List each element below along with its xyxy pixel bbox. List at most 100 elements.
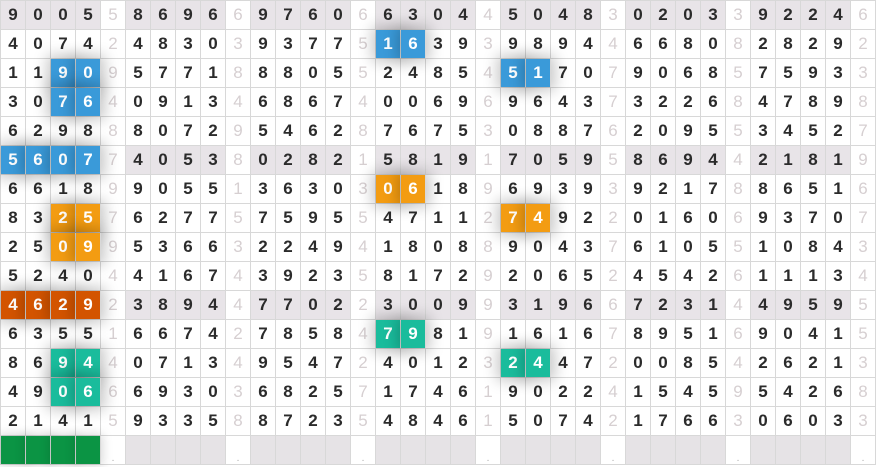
digit-cell: 1 (451, 204, 476, 232)
separator-digit-cell: 8 (226, 59, 251, 87)
digit-cell: 8 (526, 117, 551, 145)
footer-separator-cell: . (601, 436, 626, 464)
separator-digit-cell: 8 (101, 117, 126, 145)
separator-digit-cell: 3 (726, 1, 751, 29)
digit-cell: 3 (626, 88, 651, 116)
digit-cell: 2 (801, 378, 826, 406)
empty-cell (426, 436, 451, 464)
digit-cell: 7 (251, 204, 276, 232)
digit-cell: 6 (451, 407, 476, 435)
digit-cell: 6 (701, 407, 726, 435)
digit-cell: 5 (326, 204, 351, 232)
digit-cell: 6 (676, 204, 701, 232)
separator-digit-cell: 1 (476, 146, 501, 174)
digit-cell: 0 (301, 59, 326, 87)
digit-cell: 2 (301, 407, 326, 435)
separator-digit-cell: 1 (476, 407, 501, 435)
digit-cell: 1 (751, 233, 776, 261)
digit-cell: 3 (26, 320, 51, 348)
separator-digit-cell: 3 (601, 175, 626, 203)
digit-cell: 0 (426, 1, 451, 29)
digit-cell: 5 (1, 262, 26, 290)
digit-cell: 0 (676, 1, 701, 29)
digit-cell: 9 (326, 233, 351, 261)
digit-cell: 8 (276, 88, 301, 116)
digit-cell: 6 (26, 349, 51, 377)
digit-cell: 9 (151, 88, 176, 116)
highlighted-digit-cell: 7 (376, 320, 401, 348)
digit-cell: 0 (151, 146, 176, 174)
separator-digit-cell: 3 (726, 407, 751, 435)
empty-cell (751, 436, 776, 464)
empty-cell (801, 436, 826, 464)
separator-digit-cell: 3 (226, 30, 251, 58)
digit-cell: 0 (151, 175, 176, 203)
digit-cell: 7 (276, 1, 301, 29)
separator-digit-cell: 3 (851, 407, 876, 435)
separator-digit-cell: 5 (351, 204, 376, 232)
separator-digit-cell: 6 (351, 1, 376, 29)
digit-cell: 6 (176, 233, 201, 261)
separator-digit-cell: 2 (476, 204, 501, 232)
digit-cell: 8 (451, 175, 476, 203)
highlighted-digit-cell: 6 (76, 88, 101, 116)
digit-cell: 6 (626, 30, 651, 58)
digit-cell: 9 (126, 175, 151, 203)
digit-cell: 1 (426, 349, 451, 377)
digit-cell: 6 (301, 1, 326, 29)
digit-cell: 3 (176, 407, 201, 435)
digit-cell: 6 (376, 1, 401, 29)
empty-cell (776, 436, 801, 464)
highlighted-digit-cell: 6 (26, 291, 51, 319)
digit-cell: 1 (526, 291, 551, 319)
digit-cell: 5 (201, 407, 226, 435)
highlighted-digit-cell: 0 (376, 175, 401, 203)
digit-cell: 2 (651, 1, 676, 29)
digit-cell: 2 (376, 59, 401, 87)
digit-cell: 0 (776, 233, 801, 261)
digit-cell: 0 (201, 378, 226, 406)
digit-cell: 7 (176, 117, 201, 145)
separator-digit-cell: 8 (726, 175, 751, 203)
digit-cell: 7 (326, 349, 351, 377)
digit-cell: 3 (501, 291, 526, 319)
digit-cell: 4 (551, 88, 576, 116)
separator-digit-cell: 5 (226, 204, 251, 232)
separator-digit-cell: 2 (226, 320, 251, 348)
separator-digit-cell: 8 (851, 378, 876, 406)
digit-cell: 5 (576, 262, 601, 290)
digit-cell: 1 (426, 146, 451, 174)
digit-cell: 9 (826, 30, 851, 58)
digit-cell: 4 (776, 117, 801, 145)
digit-cell: 4 (826, 1, 851, 29)
digit-cell: 8 (251, 407, 276, 435)
separator-digit-cell: 4 (476, 59, 501, 87)
digit-cell: 2 (576, 204, 601, 232)
digit-cell: 7 (301, 30, 326, 58)
digit-cell: 3 (251, 175, 276, 203)
digit-cell: 2 (451, 349, 476, 377)
digit-cell: 9 (451, 30, 476, 58)
digit-cell: 9 (176, 291, 201, 319)
separator-digit-cell: 2 (101, 30, 126, 58)
digit-cell: 4 (276, 117, 301, 145)
digit-cell: 2 (26, 262, 51, 290)
digit-cell: 7 (251, 320, 276, 348)
digit-cell: 1 (201, 59, 226, 87)
separator-digit-cell: 6 (476, 88, 501, 116)
empty-cell (176, 436, 201, 464)
digit-cell: 6 (526, 88, 551, 116)
separator-digit-cell: 5 (351, 262, 376, 290)
digit-cell: 3 (276, 30, 301, 58)
separator-digit-cell: 1 (101, 320, 126, 348)
digit-cell: 2 (776, 1, 801, 29)
digit-cell: 4 (676, 262, 701, 290)
separator-digit-cell: 9 (476, 320, 501, 348)
digit-cell: 4 (551, 349, 576, 377)
digit-cell: 2 (201, 117, 226, 145)
